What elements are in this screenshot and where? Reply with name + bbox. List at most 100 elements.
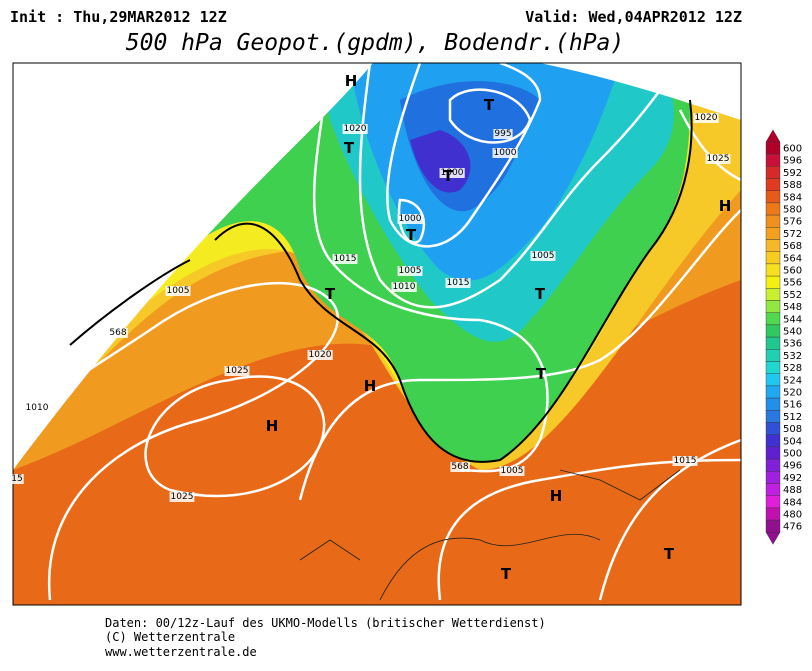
contour-label: 1005	[532, 251, 555, 261]
colorbar-swatch	[765, 373, 781, 387]
contour-label: 1015	[334, 254, 357, 264]
colorbar-label: 576	[783, 217, 802, 228]
colorbar-swatch	[765, 288, 781, 301]
colorbar-swatch	[765, 422, 781, 435]
colorbar-swatch	[765, 349, 781, 362]
colorbar-label: 532	[783, 351, 802, 362]
contour-label-bg	[450, 462, 470, 472]
contour-label-bg	[439, 168, 465, 178]
colorbar-swatch	[765, 312, 781, 326]
colorbar-swatch	[765, 410, 781, 423]
colorbar-swatch	[765, 214, 781, 228]
pressure-center: T	[484, 96, 495, 114]
pressure-center: T	[406, 226, 417, 244]
colorbar-label: 496	[783, 461, 802, 472]
colorbar-swatch	[765, 178, 781, 191]
contour-label: 1020	[344, 124, 367, 134]
contour-label: 995	[494, 129, 511, 139]
colorbar-label: 560	[783, 266, 802, 277]
colorbar-end	[765, 532, 781, 545]
contour-label: 1005	[501, 466, 524, 476]
colorbar-label: 480	[783, 510, 802, 521]
colorbar-label: 600	[783, 144, 802, 155]
contour-label-bg	[307, 350, 333, 360]
colorbar-swatch	[765, 324, 781, 338]
pressure-center: H	[719, 197, 732, 215]
pressure-center: T	[344, 139, 355, 157]
contour-label: 1010	[393, 282, 416, 292]
pressure-center: T	[443, 167, 454, 185]
contour-label-bg	[693, 113, 719, 123]
colorbar-swatch	[765, 471, 781, 484]
colorbar-label: 536	[783, 339, 802, 350]
colorbar-swatch	[765, 519, 781, 533]
contour-label-bg	[24, 403, 50, 413]
colorbar-swatch	[765, 202, 781, 216]
contour-label: 1000	[399, 214, 422, 224]
colorbar-label: 592	[783, 168, 802, 179]
contour-label-bg	[169, 492, 195, 502]
valid-time: Valid: Wed,04APR2012 12Z	[525, 8, 742, 26]
colorbar-label: 540	[783, 327, 802, 338]
contour-label: 1025	[707, 154, 730, 164]
contour-label-bg	[530, 251, 556, 261]
colorbar-swatch	[765, 458, 781, 472]
contour-label: 568	[109, 328, 126, 338]
footer-line: www.wetterzentrale.de	[105, 645, 257, 659]
colorbar-swatch	[765, 507, 781, 521]
colorbar-swatch	[765, 263, 781, 277]
colorbar-label: 544	[783, 314, 802, 325]
map-title: 500 hPa Geopot.(gpdm), Bodendr.(hPa)	[126, 30, 625, 56]
contour-label-bg	[499, 466, 525, 476]
pressure-center: T	[325, 285, 336, 303]
pressure-center: H	[266, 417, 279, 435]
colorbar-swatch	[765, 141, 781, 155]
colorbar-label: 508	[783, 424, 802, 435]
colorbar-swatch	[765, 336, 781, 350]
colorbar-label: 476	[783, 522, 802, 533]
contour-label-bg	[397, 266, 423, 276]
contour-label: 568	[451, 462, 468, 472]
colorbar-swatch	[765, 190, 781, 204]
pressure-center: T	[536, 365, 547, 383]
colorbar-swatch	[765, 483, 781, 496]
contour-label-bg	[391, 282, 417, 292]
colorbar-swatch	[765, 251, 781, 265]
colorbar-label: 572	[783, 229, 802, 240]
contour-label-bg	[397, 214, 423, 224]
colorbar-label: 568	[783, 241, 802, 252]
contour-label-bg	[108, 328, 128, 338]
colorbar-label: 484	[783, 497, 802, 508]
colorbar-swatch	[765, 275, 781, 289]
colorbar-label: 556	[783, 278, 802, 289]
pressure-center: T	[501, 565, 512, 583]
colorbar-label: 488	[783, 485, 802, 496]
colorbar-end	[765, 129, 781, 143]
contour-label-bg	[224, 366, 250, 376]
colorbar-swatch	[765, 434, 781, 448]
map-labels: 1020 995 1000 1000 1000 1005 1015 1010 1015 1005 1…	[10, 72, 731, 583]
colorbar-swatch	[765, 446, 781, 460]
colorbar-label: 564	[783, 253, 802, 264]
colorbar-label: 500	[783, 449, 802, 460]
colorbar-label: 580	[783, 205, 802, 216]
colorbar-label: 584	[783, 192, 802, 203]
colorbar-label: 512	[783, 412, 802, 423]
colorbar-label: 492	[783, 473, 802, 484]
map-frame	[12, 62, 742, 606]
colorbar-label: 548	[783, 302, 802, 313]
map	[13, 63, 741, 605]
colorbar-label: 516	[783, 400, 802, 411]
contour-label: 15	[11, 474, 22, 484]
contour-label-bg	[672, 456, 698, 466]
contour-label: 1020	[695, 113, 718, 123]
contour-label-bg	[10, 474, 24, 484]
contour-label: 1015	[447, 278, 470, 288]
contour-label: 1005	[167, 286, 190, 296]
colorbar-swatch	[765, 166, 781, 179]
pressure-center: H	[364, 377, 377, 395]
colorbar-swatch	[765, 385, 781, 399]
colorbar-label: 520	[783, 388, 802, 399]
colorbar-label: 524	[783, 375, 802, 386]
